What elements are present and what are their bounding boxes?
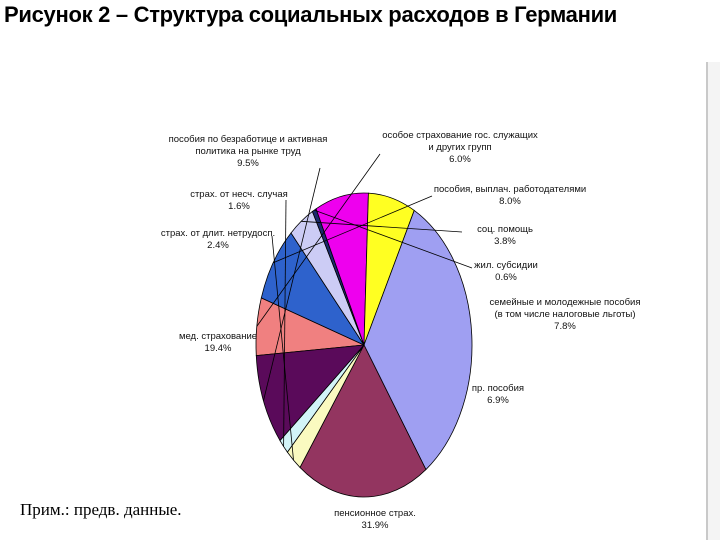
pie-slice bbox=[299, 344, 427, 498]
slice-name-label: жил. субсидии bbox=[474, 260, 538, 271]
pie-slice bbox=[255, 344, 365, 442]
slice-name-label: страх. от несч. случая bbox=[190, 189, 288, 200]
slice-value-label: 8.0% bbox=[499, 196, 521, 207]
slice-name-label: страх. от длит. нетрудосп. bbox=[161, 228, 275, 239]
pie-slice bbox=[363, 209, 473, 471]
slice-name-label: политика на рынке труд bbox=[195, 146, 301, 157]
leader-line bbox=[314, 209, 473, 269]
slice-name-label: соц. помощь bbox=[477, 224, 533, 235]
slice-name-label: (в том числе налоговые льготы) bbox=[495, 309, 636, 320]
slice-name-label: пособия по безработице и активная bbox=[169, 134, 328, 145]
slice-value-label: 31.9% bbox=[362, 520, 389, 531]
leader-line bbox=[256, 153, 381, 327]
leader-line bbox=[263, 167, 321, 401]
slice-name-label: семейные и молодежные пособия bbox=[490, 297, 641, 308]
slice-value-label: 9.5% bbox=[237, 158, 259, 169]
slice-value-label: 6.9% bbox=[487, 395, 509, 406]
slice-name-label: особое страхование гос. служащих bbox=[382, 130, 538, 141]
slice-value-label: 2.4% bbox=[207, 240, 229, 251]
leader-lines bbox=[256, 153, 473, 461]
slice-name-label: и других групп bbox=[428, 142, 491, 153]
slice-value-label: 6.0% bbox=[449, 154, 471, 165]
slice-value-label: 3.8% bbox=[494, 236, 516, 247]
slice-value-label: 0.6% bbox=[495, 272, 517, 283]
page-title: Рисунок 2 – Структура социальных расходо… bbox=[4, 2, 618, 27]
slice-value-label: 1.6% bbox=[228, 201, 250, 212]
slice-value-label: 7.8% bbox=[554, 321, 576, 332]
leader-line bbox=[271, 235, 294, 461]
slice-name-label: пр. пособия bbox=[472, 383, 524, 394]
slice-name-label: мед. страхование bbox=[179, 331, 257, 342]
leader-line bbox=[283, 199, 287, 447]
slice-value-label: 19.4% bbox=[205, 343, 232, 354]
leader-line bbox=[301, 220, 463, 233]
pie-slices bbox=[255, 192, 473, 498]
slice-name-label: пенсионное страх. bbox=[334, 508, 416, 519]
footnote: Прим.: предв. данные. bbox=[20, 500, 182, 519]
slide-right-border bbox=[706, 62, 720, 540]
slice-name-label: пособия, выплач. работодателями bbox=[434, 184, 586, 195]
